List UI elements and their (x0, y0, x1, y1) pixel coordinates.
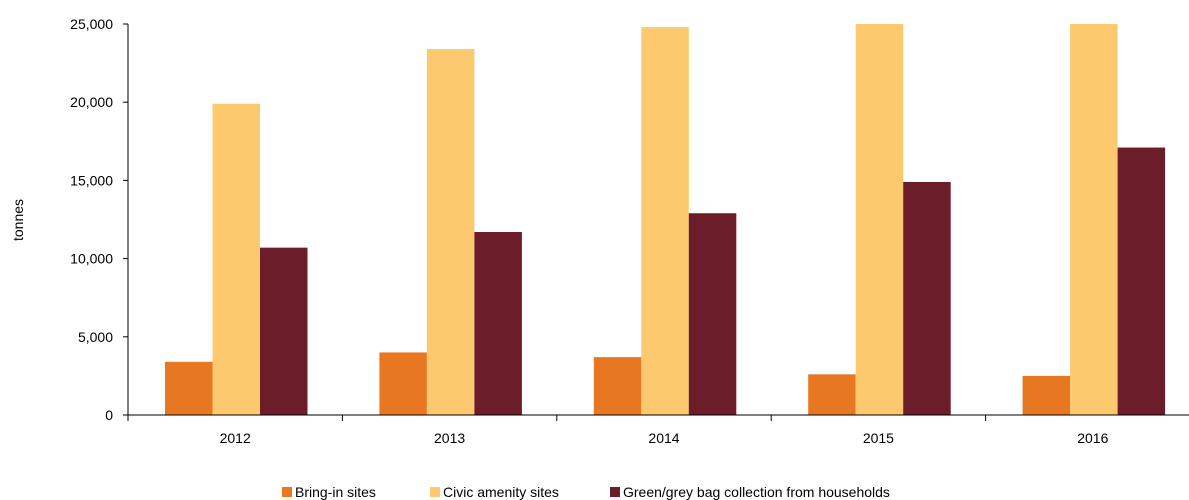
bar-civic-amenity-sites-2012 (212, 103, 260, 415)
legend-label: Civic amenity sites (443, 484, 559, 500)
y-tick-label: 15,000 (70, 172, 113, 188)
bar-green-grey-bag-collection-from-households-2016 (1117, 147, 1166, 415)
bar-green-grey-bag-collection-from-households-2014 (688, 213, 737, 415)
legend-swatch (282, 487, 292, 497)
bar-bring-in-sites-2015 (808, 374, 856, 415)
y-tick-label: 20,000 (70, 94, 113, 110)
bar-civic-amenity-sites-2016 (1070, 24, 1118, 415)
bar-bring-in-sites-2012 (165, 361, 213, 415)
bar-green-grey-bag-collection-from-households-2015 (903, 181, 951, 415)
x-tick-label: 2015 (863, 430, 894, 446)
legend-label: Bring-in sites (295, 484, 376, 500)
bar-civic-amenity-sites-2015 (855, 24, 904, 415)
y-tick-label: 5,000 (78, 329, 113, 345)
y-tick-label: 10,000 (70, 251, 113, 267)
bar-civic-amenity-sites-2014 (641, 27, 689, 416)
bar-bring-in-sites-2013 (379, 352, 427, 415)
x-tick-label: 2016 (1077, 430, 1108, 446)
legend-label: Green/grey bag collection from household… (623, 484, 890, 500)
bar-green-grey-bag-collection-from-households-2013 (474, 232, 522, 415)
legend-swatch (430, 487, 440, 497)
legend-swatch (610, 487, 620, 497)
bar-bring-in-sites-2014 (593, 357, 642, 415)
bar-green-grey-bag-collection-from-households-2012 (260, 247, 308, 415)
x-tick-label: 2014 (648, 430, 679, 446)
legend: Bring-in sites Civic amenity sites Green/g… (282, 484, 890, 500)
x-tick-label: 2012 (220, 430, 251, 446)
y-tick-label: 0 (105, 407, 113, 423)
bars-group (165, 24, 1166, 416)
y-tick-label: 25,000 (70, 16, 113, 32)
y-axis-title: tonnes (10, 199, 26, 241)
bar-civic-amenity-sites-2013 (426, 49, 475, 416)
bar-bring-in-sites-2016 (1022, 375, 1071, 415)
x-tick-label: 2013 (434, 430, 465, 446)
